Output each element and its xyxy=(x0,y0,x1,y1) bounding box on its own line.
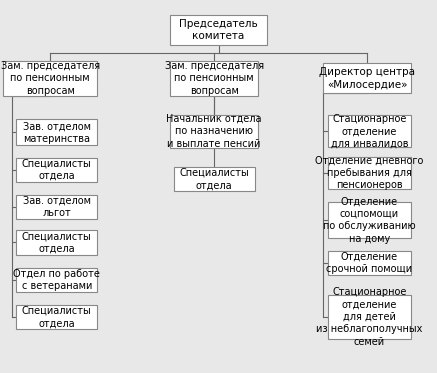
FancyBboxPatch shape xyxy=(17,157,97,182)
FancyBboxPatch shape xyxy=(328,157,411,189)
FancyBboxPatch shape xyxy=(173,167,254,191)
Text: Отделение
соцпомощи
по обслуживанию
на дому: Отделение соцпомощи по обслуживанию на д… xyxy=(323,197,416,244)
Text: Специалисты
отдела: Специалисты отдела xyxy=(22,231,92,254)
Text: Специалисты
отдела: Специалисты отдела xyxy=(22,159,92,181)
FancyBboxPatch shape xyxy=(3,60,97,96)
Text: Специалисты
отдела: Специалисты отдела xyxy=(179,168,249,190)
FancyBboxPatch shape xyxy=(17,268,97,292)
FancyBboxPatch shape xyxy=(17,230,97,254)
FancyBboxPatch shape xyxy=(17,195,97,219)
FancyBboxPatch shape xyxy=(328,202,411,238)
Text: Отделение
срочной помощи: Отделение срочной помощи xyxy=(326,252,413,274)
FancyBboxPatch shape xyxy=(328,115,411,147)
FancyBboxPatch shape xyxy=(170,115,258,148)
Text: Стационарное
отделение
для инвалидов: Стационарное отделение для инвалидов xyxy=(330,114,408,149)
FancyBboxPatch shape xyxy=(170,15,267,45)
FancyBboxPatch shape xyxy=(170,60,258,96)
Text: Отдел по работе
с ветеранами: Отдел по работе с ветеранами xyxy=(14,269,100,291)
Text: Начальник отдела
по назначению
и выплате пенсий: Начальник отдела по назначению и выплате… xyxy=(166,114,262,149)
FancyBboxPatch shape xyxy=(328,295,411,339)
Text: Зав. отделом
материнства: Зав. отделом материнства xyxy=(23,121,91,144)
FancyBboxPatch shape xyxy=(323,63,411,93)
Text: Председатель
комитета: Председатель комитета xyxy=(179,19,258,41)
FancyBboxPatch shape xyxy=(17,119,97,145)
Text: Зам. председателя
по пенсионным
вопросам: Зам. председателя по пенсионным вопросам xyxy=(165,61,264,96)
Text: Зам. председателя
по пенсионным
вопросам: Зам. председателя по пенсионным вопросам xyxy=(1,61,100,96)
FancyBboxPatch shape xyxy=(328,251,411,275)
Text: Зав. отделом
льгот: Зав. отделом льгот xyxy=(23,196,91,218)
Text: Отделение дневного
пребывания для
пенсионеров: Отделение дневного пребывания для пенсио… xyxy=(315,156,423,191)
Text: Директор центра
«Милосердие»: Директор центра «Милосердие» xyxy=(319,67,415,90)
Text: Специалисты
отдела: Специалисты отдела xyxy=(22,306,92,328)
Text: Стационарное
отделение
для детей
из неблагополучных
семей: Стационарное отделение для детей из небл… xyxy=(316,287,423,347)
FancyBboxPatch shape xyxy=(17,305,97,329)
